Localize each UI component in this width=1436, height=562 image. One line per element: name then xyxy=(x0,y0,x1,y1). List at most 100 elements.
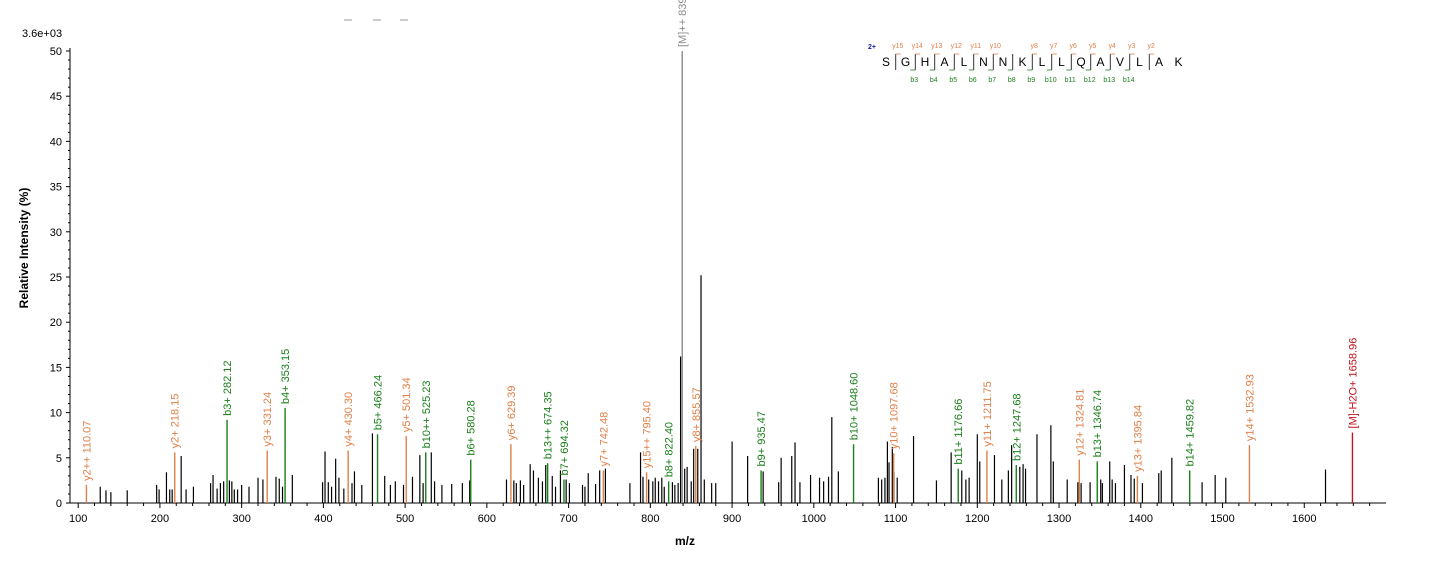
sequence-residue: L xyxy=(961,55,968,69)
y-ion-marker: y11 xyxy=(970,43,981,50)
x-tick-label: 500 xyxy=(396,513,414,525)
x-tick-label: 900 xyxy=(723,513,741,525)
y-tick-label: 0 xyxy=(56,498,62,510)
sequence-residue: H xyxy=(921,55,930,69)
sequence-residue: S xyxy=(882,55,890,69)
y-ion-marker: y7 xyxy=(1050,43,1058,50)
x-tick-label: 400 xyxy=(314,513,332,525)
peak-label: y3+ 331.24 xyxy=(262,392,274,447)
x-tick-label: 1500 xyxy=(1210,513,1234,525)
b-ion-marker: b8 xyxy=(1008,77,1016,84)
y-tick-label: 20 xyxy=(50,317,62,329)
y-tick-label: 30 xyxy=(50,227,62,239)
y-ion-marker: y12 xyxy=(951,43,962,50)
x-tick-label: 1100 xyxy=(884,513,908,525)
y-ion-marker: y15 xyxy=(892,43,903,50)
y-axis-label: Relative Intensity (%) xyxy=(17,188,31,309)
y-tick-label: 35 xyxy=(50,182,62,194)
peak-label: y13+ 1395.84 xyxy=(1132,405,1144,472)
peak-label: b13+ 1346.74 xyxy=(1092,390,1104,458)
peak-label: b4+ 353.15 xyxy=(280,349,292,404)
peak-label: [M]-H2O+ 1658.96 xyxy=(1347,338,1359,429)
peak-label: b7+ 694.32 xyxy=(559,420,571,475)
peaks-layer xyxy=(85,51,1354,503)
peak-label: b13++ 674.35 xyxy=(543,391,555,459)
peak-label: y8+ 855.57 xyxy=(691,387,703,442)
peak-label: b8+ 822.40 xyxy=(664,422,676,477)
y-ion-marker: y5 xyxy=(1089,43,1097,50)
peak-label: y11+ 1211.75 xyxy=(982,381,994,446)
b-ion-marker: b9 xyxy=(1027,77,1035,84)
peak-label: y2++ 110.07 xyxy=(81,421,93,481)
x-tick-label: 700 xyxy=(559,513,577,525)
y-tick-label: 45 xyxy=(50,91,62,103)
axes-layer: 0 5 10 15 20 25 30 35 40 45 50 100 200 300 400 500 600 70… xyxy=(50,46,1386,525)
y-tick-label: 25 xyxy=(50,272,62,284)
peak-label: y5+ 501.34 xyxy=(401,377,413,432)
y-tick-label: 10 xyxy=(50,408,62,420)
b-ion-marker: b3 xyxy=(910,77,918,84)
x-tick-label: 1600 xyxy=(1292,513,1316,525)
y-max-label: 3.6e+03 xyxy=(22,28,62,40)
sequence-residue: L xyxy=(1039,55,1046,69)
x-axis-label: m/z xyxy=(675,534,695,548)
sequence-residue: L xyxy=(1136,55,1143,69)
peak-label: b3+ 282.12 xyxy=(222,360,234,415)
y-ion-marker: y3 xyxy=(1128,43,1136,50)
y-tick-label: 15 xyxy=(50,362,62,374)
peak-label: y4+ 430.30 xyxy=(343,392,355,447)
b-ion-marker: b12 xyxy=(1084,77,1096,84)
x-tick-label: 1400 xyxy=(1129,513,1153,525)
y-ion-marker: y4 xyxy=(1109,43,1117,50)
peak-label: b5+ 466.24 xyxy=(373,375,385,430)
peak-label: y12+ 1324.81 xyxy=(1074,389,1086,456)
peak-label: b10+ 1048.60 xyxy=(849,373,861,441)
sequence-residue: L xyxy=(1058,55,1065,69)
y-ion-marker: y6 xyxy=(1070,43,1078,50)
x-tick-label: 1000 xyxy=(802,513,826,525)
y-tick-label: 40 xyxy=(50,136,62,148)
b-ion-marker: b10 xyxy=(1045,77,1057,84)
peak-label: b9+ 935.47 xyxy=(756,411,768,466)
x-tick-label: 1200 xyxy=(965,513,989,525)
peak-label: y10+ 1097.68 xyxy=(889,382,901,449)
sequence-residue: A xyxy=(1096,55,1104,69)
x-tick-label: 1300 xyxy=(1047,513,1071,525)
peak-label: b10++ 525.23 xyxy=(421,380,433,448)
x-tick-label: 200 xyxy=(151,513,169,525)
y-ion-marker: y13 xyxy=(931,43,942,50)
sequence-residue: K xyxy=(1018,55,1026,69)
peak-label: b6+ 580.28 xyxy=(466,400,478,455)
x-tick-label: 300 xyxy=(232,513,250,525)
y-tick-label: 50 xyxy=(50,46,62,58)
peak-label: [M]++ 839.00 xyxy=(677,0,689,47)
charge-state: 2+ xyxy=(868,44,876,51)
y-ion-marker: y10 xyxy=(990,43,1001,50)
sequence-residue: N xyxy=(979,55,988,69)
b-ion-marker: b6 xyxy=(969,77,977,84)
b-ion-marker: b4 xyxy=(930,77,938,84)
peak-label: b12+ 1247.68 xyxy=(1011,393,1023,461)
y-tick-label: 5 xyxy=(56,453,62,465)
peak-label: y6+ 629.39 xyxy=(506,385,518,440)
sequence-residue: K xyxy=(1174,55,1182,69)
b-ion-marker: b13 xyxy=(1103,77,1115,84)
sequence-residue: N xyxy=(999,55,1008,69)
sequence-residue: V xyxy=(1116,55,1124,69)
sequence-residue: G xyxy=(901,55,910,69)
x-tick-label: 100 xyxy=(69,513,87,525)
x-tick-label: 800 xyxy=(641,513,659,525)
b-ion-marker: b14 xyxy=(1123,77,1135,84)
sequence-residue: A xyxy=(1155,55,1163,69)
peak-label: y14+ 1532.93 xyxy=(1244,374,1256,441)
x-tick-label: 600 xyxy=(478,513,496,525)
y-ion-marker: y8 xyxy=(1031,43,1039,50)
y-ion-marker: y2 xyxy=(1148,43,1156,50)
y-ion-marker: y14 xyxy=(912,43,923,50)
peak-label: y2+ 218.15 xyxy=(170,394,182,449)
peak-labels-layer: y2++ 110.07 y2+ 218.15 b3+ 282.12 y3+ 331.2… xyxy=(81,0,1359,481)
b-ion-marker: b11 xyxy=(1065,77,1076,84)
peak-label: y15++ 795.40 xyxy=(642,401,654,468)
